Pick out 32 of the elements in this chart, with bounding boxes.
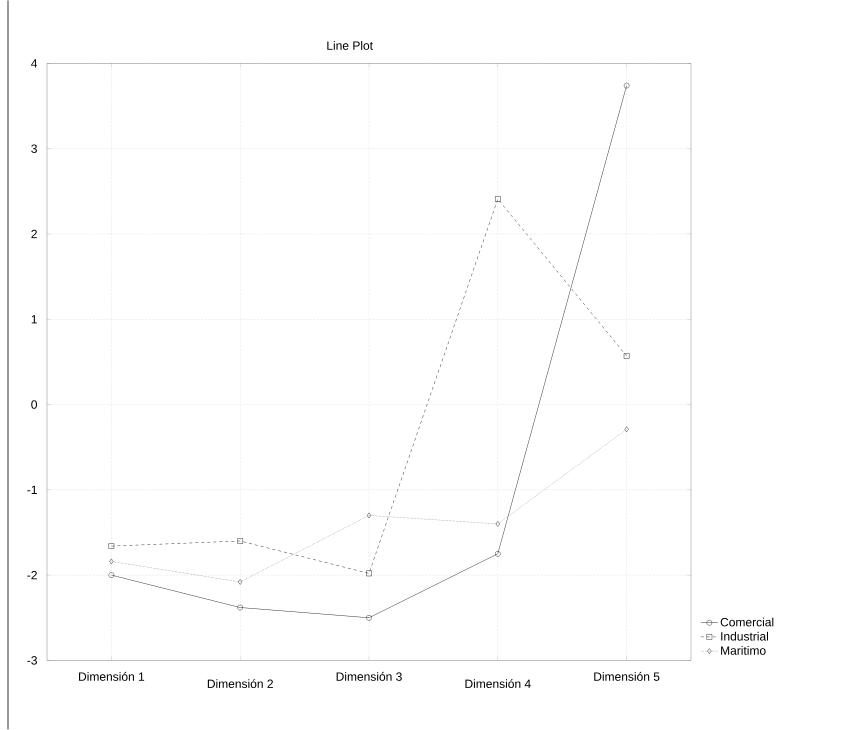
point xyxy=(366,570,372,576)
point xyxy=(495,196,501,202)
y-tick-label: 4 xyxy=(31,59,38,68)
x-tick-label: Dimensión 2 xyxy=(208,679,273,688)
point xyxy=(496,521,500,527)
point xyxy=(624,426,629,432)
x-tick-label: Dimensión 4 xyxy=(465,679,531,688)
y-tick-label: -2 xyxy=(27,571,37,580)
y-tick-label: 1 xyxy=(32,315,37,324)
legend-label: Industrial xyxy=(721,632,768,641)
x-tick-label: Dimensión 5 xyxy=(594,672,660,681)
y-tick-label: 2 xyxy=(31,230,37,238)
point xyxy=(108,572,114,578)
point xyxy=(109,558,114,564)
x-tick-label: Dimensión 3 xyxy=(336,672,402,681)
y-tick-label: 0 xyxy=(31,400,38,409)
point xyxy=(237,604,244,610)
legend-label: Comercial xyxy=(720,618,774,627)
point xyxy=(624,353,630,359)
point xyxy=(108,543,114,550)
point xyxy=(238,579,242,585)
point xyxy=(366,512,372,518)
point xyxy=(237,538,244,544)
y-tick-label: 3 xyxy=(31,144,37,154)
x-tick-label: Dimensión 1 xyxy=(79,672,144,681)
chart-title: Line Plot xyxy=(327,41,373,50)
point xyxy=(495,551,501,557)
point xyxy=(366,615,372,621)
y-tick-label: -3 xyxy=(27,656,37,665)
legend-label: Maritimo xyxy=(721,646,766,655)
y-tick-label: -1 xyxy=(27,486,37,494)
point xyxy=(624,82,630,88)
